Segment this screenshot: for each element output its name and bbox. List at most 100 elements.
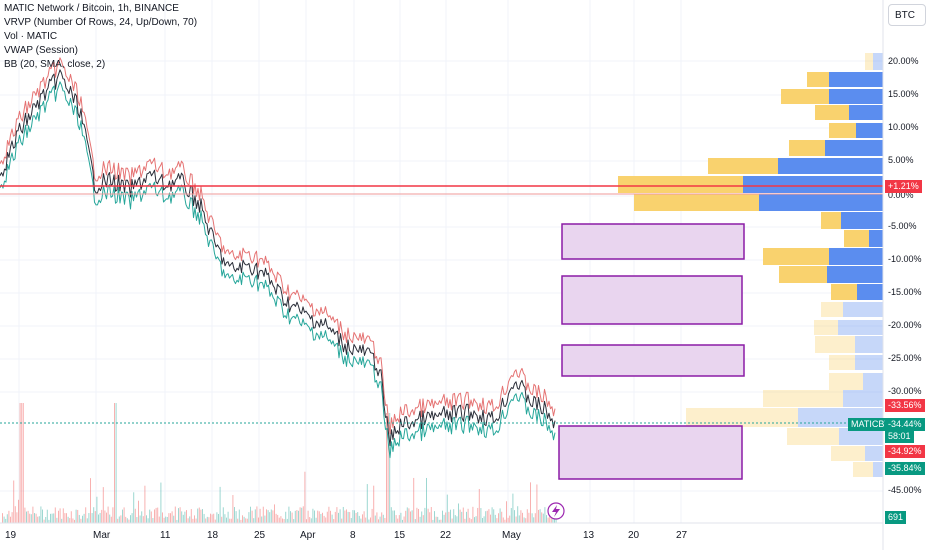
volume-bar [381, 512, 383, 523]
vp-up-bar [778, 158, 883, 174]
volume-bar [509, 515, 511, 523]
volume-bar [310, 518, 312, 523]
volume-bar [14, 506, 16, 523]
volume-bar [467, 508, 469, 523]
currency-button[interactable]: BTC [888, 4, 926, 26]
vp-down-bar [789, 140, 825, 156]
vp-up-bar [838, 320, 883, 335]
volume-bar [94, 511, 96, 523]
volume-bar [122, 509, 123, 523]
volume-bar [275, 513, 277, 523]
volume-bar [115, 403, 117, 523]
volume-bar [539, 509, 541, 523]
volume-bar [482, 517, 483, 523]
legend-indicator-bb[interactable]: BB (20, SMA, close, 2) [4, 59, 106, 70]
vp-down-bar [763, 390, 843, 407]
volume-bar [221, 516, 223, 523]
time-label: 18 [207, 530, 219, 541]
volume-bar [202, 509, 203, 523]
level-tag: -35.84% [885, 462, 925, 475]
vp-up-bar [743, 176, 883, 193]
volume-bar [274, 504, 275, 523]
volume-bar [109, 514, 111, 523]
volume-bar [526, 509, 528, 523]
volume-bar [174, 506, 176, 523]
volume-bar [134, 508, 136, 523]
volume-bar [258, 517, 259, 523]
volume-bar [294, 510, 296, 523]
volume-bar [362, 514, 363, 523]
price-tick: -15.00% [888, 287, 922, 297]
volume-bar [398, 515, 400, 523]
volume-bar [226, 517, 227, 523]
highlight-rectangle [561, 344, 745, 377]
volume-bar [312, 508, 314, 523]
volume-bar [67, 516, 69, 523]
volume-bar [118, 516, 120, 523]
volume-bar [240, 519, 242, 523]
volume-bar [85, 507, 87, 523]
volume-bar [78, 514, 80, 523]
volume-bar [472, 506, 474, 523]
volume-bar [133, 492, 135, 523]
volume-bar [232, 495, 234, 523]
volume-bar [43, 519, 45, 523]
legend-indicator-vwap[interactable]: VWAP (Session) [4, 45, 78, 56]
volume-bar [99, 512, 101, 523]
volume-bar [515, 516, 517, 523]
volume-bar [264, 515, 266, 523]
volume-bar [224, 514, 226, 523]
volume-bar [352, 510, 354, 523]
volume-profile [618, 53, 883, 477]
legend-indicator-vrvp[interactable]: VRVP (Number Of Rows, 24, Up/Down, 70) [4, 17, 198, 28]
volume-bar [243, 516, 245, 523]
volume-bar [344, 510, 346, 523]
volume-bar [278, 517, 280, 523]
legend-indicator-volume[interactable]: Vol · MATIC [4, 31, 58, 42]
volume-bar [498, 513, 499, 523]
volume-bar [184, 511, 186, 523]
volume-bar [149, 509, 151, 523]
time-label: 15 [394, 530, 406, 541]
volume-bar [430, 507, 432, 523]
volume-bar [157, 507, 159, 523]
volume-bar [520, 510, 522, 523]
volume-bar [186, 510, 187, 523]
volume-bar [518, 515, 520, 523]
vp-up-bar [829, 72, 883, 87]
vp-down-bar [853, 462, 873, 477]
time-label: 19 [5, 530, 17, 541]
volume-bar [318, 511, 320, 523]
volume-bar [330, 510, 331, 523]
volume-bar [392, 510, 394, 523]
volume-bar [8, 510, 10, 523]
volume-bar [138, 500, 139, 523]
volume-bar [142, 516, 144, 523]
volume-bar [534, 513, 536, 523]
volume-bar [238, 509, 240, 523]
highlight-rectangles[interactable] [558, 223, 745, 480]
vp-down-bar [831, 446, 865, 461]
bb-upper-band [0, 57, 556, 435]
volume-bar [101, 509, 103, 523]
volume-bar [213, 513, 215, 523]
volume-bar [422, 515, 424, 523]
volume-bar [336, 507, 338, 523]
volume-bar [435, 516, 437, 523]
volume-bar [301, 507, 303, 523]
time-label: 13 [583, 530, 595, 541]
vp-down-bar [865, 53, 873, 70]
volume-bar [506, 501, 507, 523]
volume-bar [470, 519, 472, 523]
volume-bar [189, 516, 191, 523]
lightning-icon[interactable] [547, 502, 565, 520]
volume-bar [427, 508, 429, 523]
volume-bar [206, 516, 208, 523]
vp-up-bar [873, 462, 883, 477]
volume-bar [222, 507, 224, 523]
vp-down-bar [634, 194, 759, 211]
volume-bar [314, 510, 315, 523]
volume-bar [123, 507, 125, 523]
vp-up-bar [856, 123, 883, 138]
